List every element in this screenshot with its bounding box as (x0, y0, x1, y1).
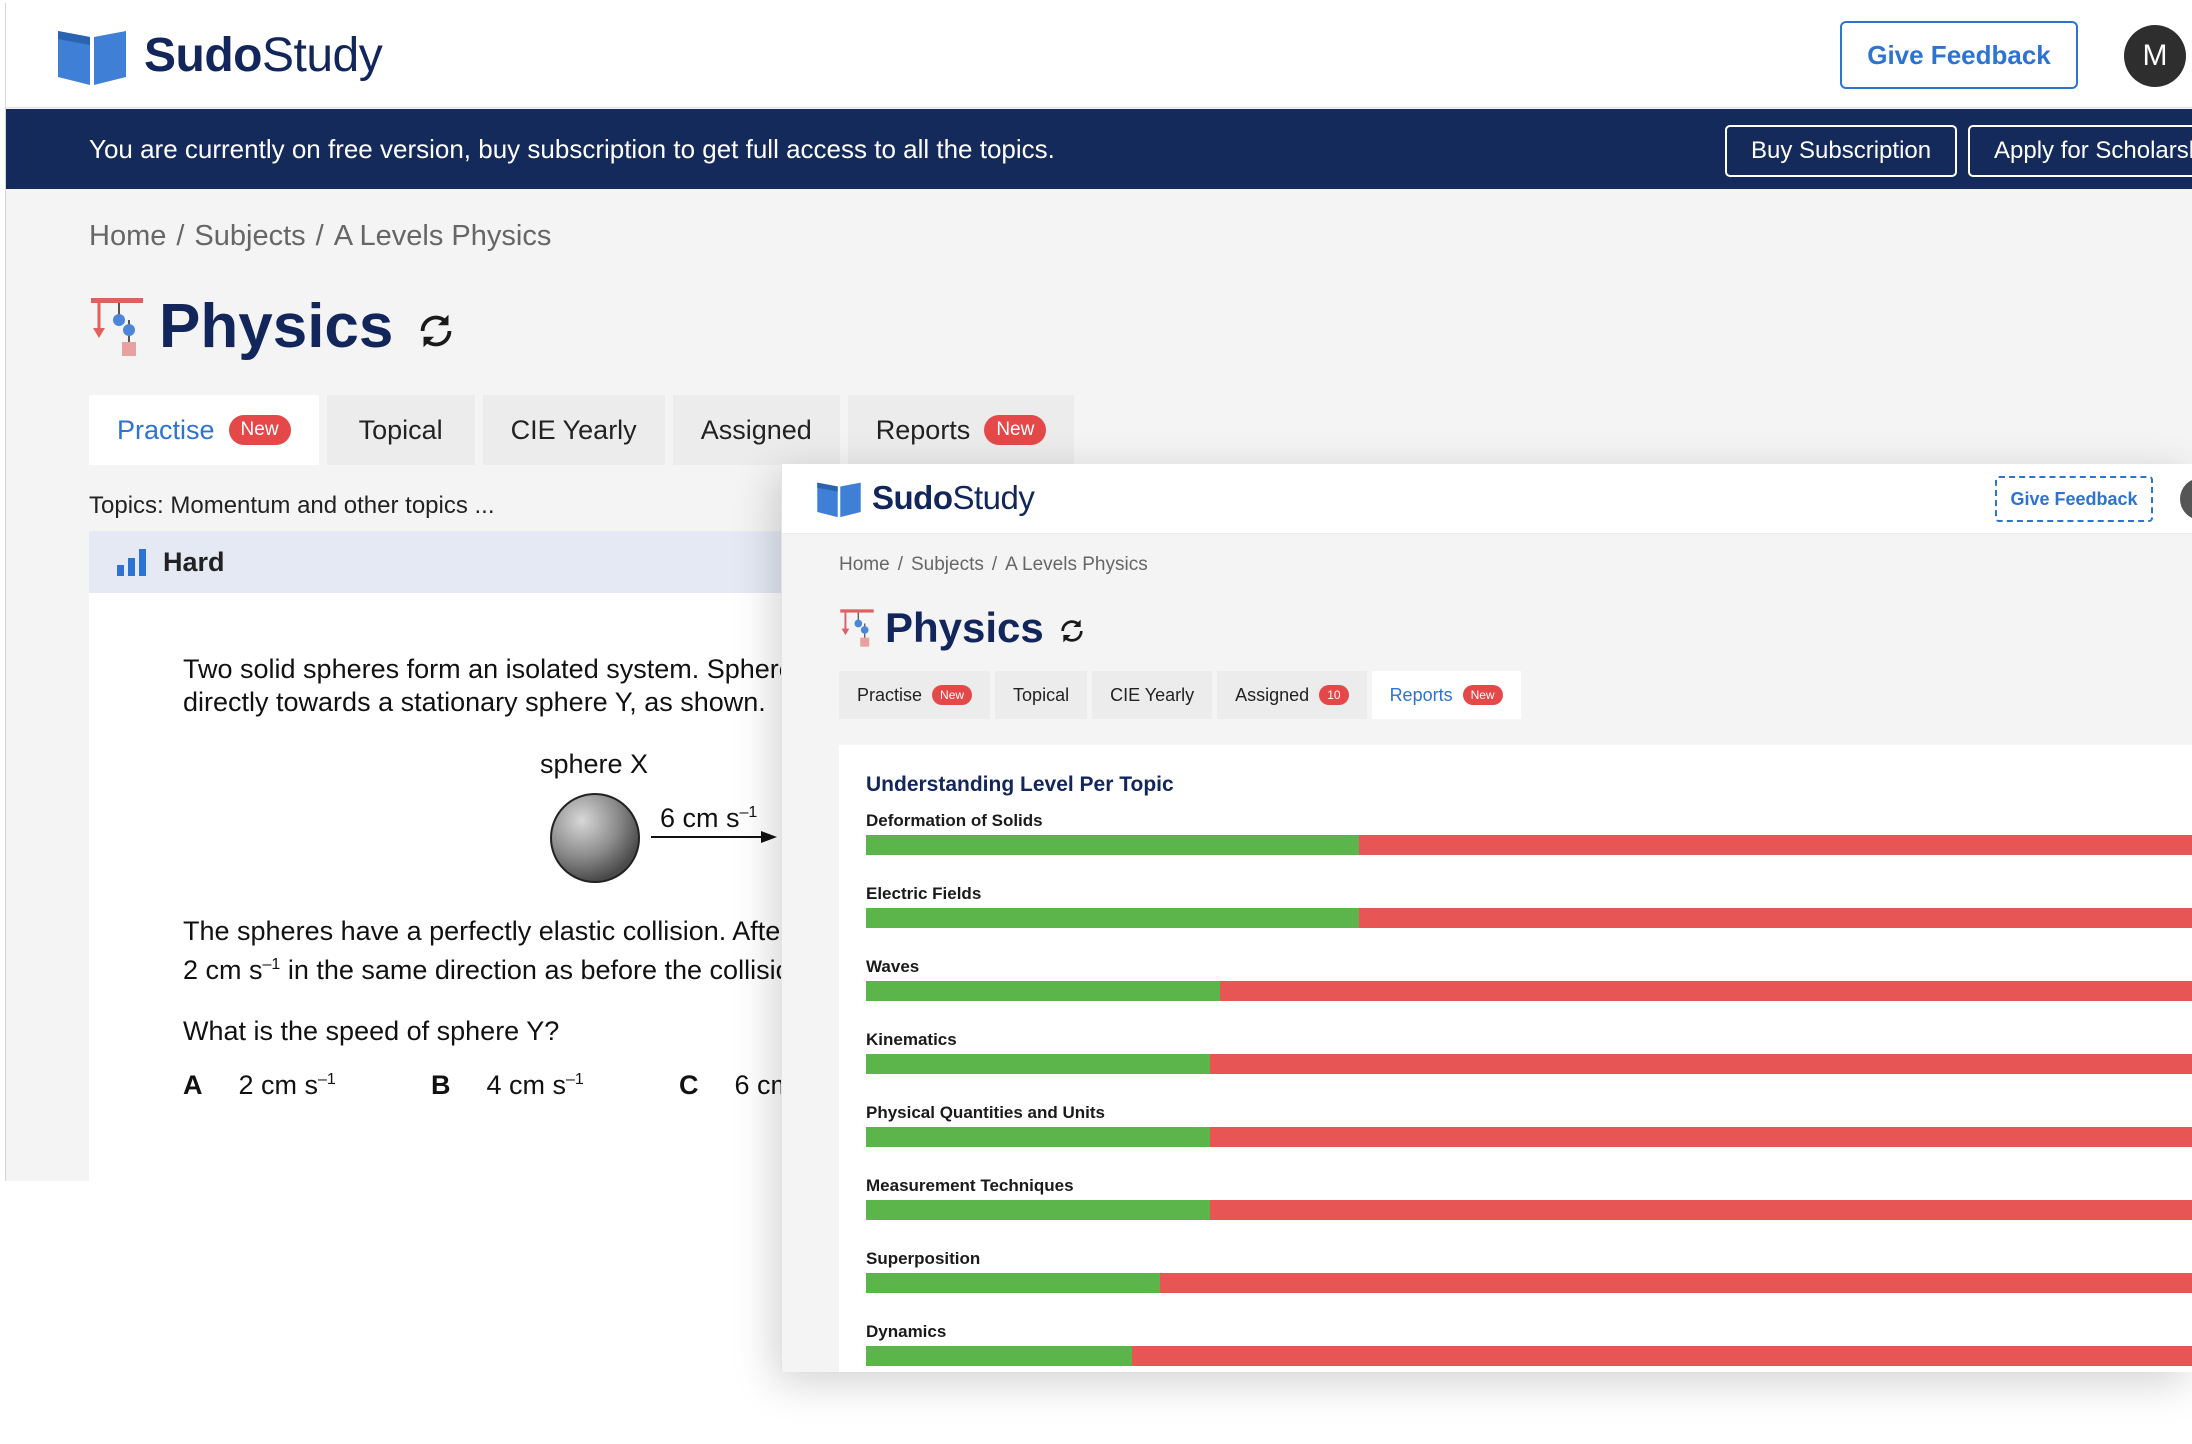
book-logo-icon (817, 482, 861, 518)
reports-header: SudoStudy Give Feedback (782, 464, 2192, 534)
refresh-icon[interactable] (413, 308, 459, 354)
velocity-arrow-icon (651, 831, 777, 843)
topic-progress-fill (866, 1054, 1211, 1074)
topic-progress-bar (866, 835, 2192, 855)
topic-progress-fill (866, 1273, 1161, 1293)
topic-label: Kinematics (866, 1030, 957, 1049)
book-logo-icon (58, 31, 126, 85)
breadcrumb-current: A Levels Physics (333, 220, 552, 252)
topic-label: Superposition (866, 1249, 981, 1268)
tab-badge-new: New (228, 415, 291, 445)
tab-badge-new: New (932, 685, 973, 705)
tab-cie-yearly[interactable]: CIE Yearly (1092, 671, 1213, 719)
brand-logo[interactable]: SudoStudy (816, 477, 1035, 519)
difficulty-bars-icon (117, 549, 146, 576)
topic-progress-bar (866, 1054, 2192, 1074)
buy-subscription-button[interactable]: Buy Subscription (1725, 125, 1958, 177)
topic-progress-fill (866, 1127, 1211, 1147)
reports-tabs: Practise New Topical CIE Yearly Assigned… (839, 671, 1521, 719)
tab-topical[interactable]: Topical (995, 671, 1088, 719)
topic-label: Dynamics (866, 1322, 947, 1341)
page-title-row: Physics (839, 604, 1088, 652)
physics-pulley-icon (91, 297, 143, 356)
topic-progress-bar (866, 1200, 2192, 1220)
tab-badge-new: New (984, 415, 1047, 445)
topic-progress-bar (866, 981, 2192, 1001)
breadcrumb-current: A Levels Physics (1005, 554, 1148, 575)
main-tabs: Practise New Topical CIE Yearly Assigned… (89, 395, 1075, 465)
topic-progress-fill (866, 981, 1220, 1001)
topic-progress-bar (866, 1273, 2192, 1293)
topic-label: Waves (866, 957, 920, 976)
question-line-2: directly towards a stationary sphere Y, … (183, 687, 766, 717)
top-header: SudoStudy Give Feedback M (6, 3, 2192, 108)
question-prompt: What is the speed of sphere Y? (183, 1016, 560, 1046)
physics-pulley-icon (840, 609, 874, 647)
topic-progress-fill (866, 1346, 1132, 1366)
breadcrumb-subjects[interactable]: Subjects (194, 220, 306, 252)
tab-practise[interactable]: Practise New (89, 395, 319, 465)
sphere-x-label: sphere X (540, 749, 649, 779)
topic-label: Physical Quantities and Units (866, 1103, 1106, 1122)
page-title: Physics (885, 604, 1044, 651)
question-card: Two solid spheres form an isolated syste… (89, 593, 1171, 1181)
give-feedback-button[interactable]: Give Feedback (1995, 476, 2153, 522)
topic-progress-bar (866, 1127, 2192, 1147)
topic-progress-fill (866, 835, 1359, 855)
topic-label: Deformation of Solids (866, 811, 1043, 830)
topic-progress-fill (866, 1200, 1211, 1220)
topics-label: Topics: Momentum and other topics ... (89, 492, 495, 519)
brand-name: SudoStudy (872, 479, 1035, 516)
difficulty-label: Hard (163, 546, 225, 577)
give-feedback-button[interactable]: Give Feedback (1840, 21, 2078, 89)
breadcrumb: Home / Subjects / A Levels Physics (839, 554, 1148, 575)
topic-label: Measurement Techniques (866, 1176, 1074, 1195)
brand-logo[interactable]: SudoStudy (56, 23, 383, 87)
understanding-card: Understanding Level Per Topic Deformatio… (839, 745, 2192, 1372)
topic-progress-bar (866, 1346, 2192, 1366)
tab-topical[interactable]: Topical (326, 395, 475, 465)
question-line-4: 2 cm s–1 in the same direction as before… (183, 955, 814, 985)
reports-window: SudoStudy Give Feedback Home / Subjects / A … (781, 464, 2192, 1372)
tab-badge-count: 10 (1319, 685, 1349, 705)
tab-practise[interactable]: Practise New (839, 671, 991, 719)
breadcrumb-home[interactable]: Home (89, 220, 167, 252)
apply-scholarship-button[interactable]: Apply for Scholarship (1968, 125, 2192, 177)
speed-label: 6 cm s–1 (660, 803, 758, 833)
tab-assigned[interactable]: Assigned 10 (1217, 671, 1367, 719)
topic-progress-bar (866, 908, 2192, 928)
brand-name: SudoStudy (144, 28, 383, 82)
banner-text: You are currently on free version, buy s… (89, 134, 1055, 164)
sphere-x-diagram (550, 793, 640, 883)
tab-reports[interactable]: Reports New (847, 395, 1075, 465)
breadcrumb: Home / Subjects / A Levels Physics (89, 220, 552, 252)
refresh-icon[interactable] (1056, 615, 1088, 647)
tab-reports[interactable]: Reports New (1371, 671, 1521, 719)
tab-cie-yearly[interactable]: CIE Yearly (482, 395, 665, 465)
breadcrumb-home[interactable]: Home (839, 554, 890, 575)
topic-label: Electric Fields (866, 884, 982, 903)
card-title: Understanding Level Per Topic (866, 773, 1174, 796)
avatar[interactable] (2180, 478, 2192, 520)
page-title: Physics (159, 292, 394, 361)
topic-progress-fill (866, 908, 1359, 928)
subscription-banner: You are currently on free version, buy s… (6, 109, 2192, 189)
breadcrumb-subjects[interactable]: Subjects (910, 554, 984, 575)
difficulty-bar: Hard (89, 531, 789, 593)
tab-assigned[interactable]: Assigned (672, 395, 840, 465)
page-title-row: Physics (89, 291, 459, 362)
avatar[interactable]: M (2124, 25, 2186, 87)
tab-badge-new: New (1462, 685, 1503, 705)
